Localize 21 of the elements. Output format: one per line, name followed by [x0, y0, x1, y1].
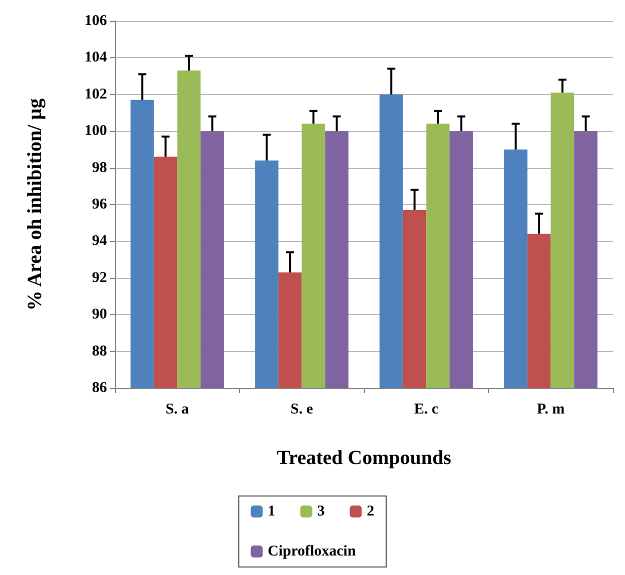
y-tick-label: 104 — [84, 50, 108, 66]
legend-label: 3 — [317, 504, 325, 520]
y-tick-label: 100 — [84, 123, 107, 140]
y-tick-label: 98 — [92, 160, 107, 176]
x-tick-label: S. a — [166, 402, 190, 418]
y-tick-label: 90 — [92, 306, 107, 323]
x-tick-label: P. m — [536, 402, 566, 418]
legend-label: 1 — [268, 504, 276, 520]
y-tick-label: 106 — [84, 13, 108, 29]
y-tick-label: 86 — [92, 380, 108, 396]
y-tick-label: 96 — [92, 196, 108, 212]
x-tick-label: S. e — [290, 402, 314, 418]
x-axis-title: Treated Compounds — [276, 447, 452, 469]
y-tick-label: 92 — [92, 270, 107, 286]
y-axis-title: % Area oh inhibition/ µg — [24, 98, 46, 311]
y-tick-label: 102 — [84, 86, 107, 102]
legend-label: 2 — [366, 504, 374, 520]
y-tick-label: 94 — [92, 233, 108, 250]
legend-label: Ciprofloxacin — [268, 544, 356, 560]
x-tick-label: E. c — [414, 402, 439, 418]
y-tick-label: 88 — [92, 343, 107, 360]
